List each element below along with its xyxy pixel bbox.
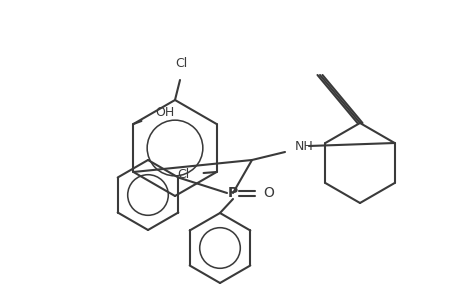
Text: NH: NH — [294, 140, 313, 154]
Text: O: O — [263, 186, 274, 200]
Text: P: P — [227, 186, 238, 200]
Text: Cl: Cl — [174, 57, 187, 70]
Text: OH: OH — [155, 106, 174, 119]
Text: Cl: Cl — [177, 167, 189, 181]
